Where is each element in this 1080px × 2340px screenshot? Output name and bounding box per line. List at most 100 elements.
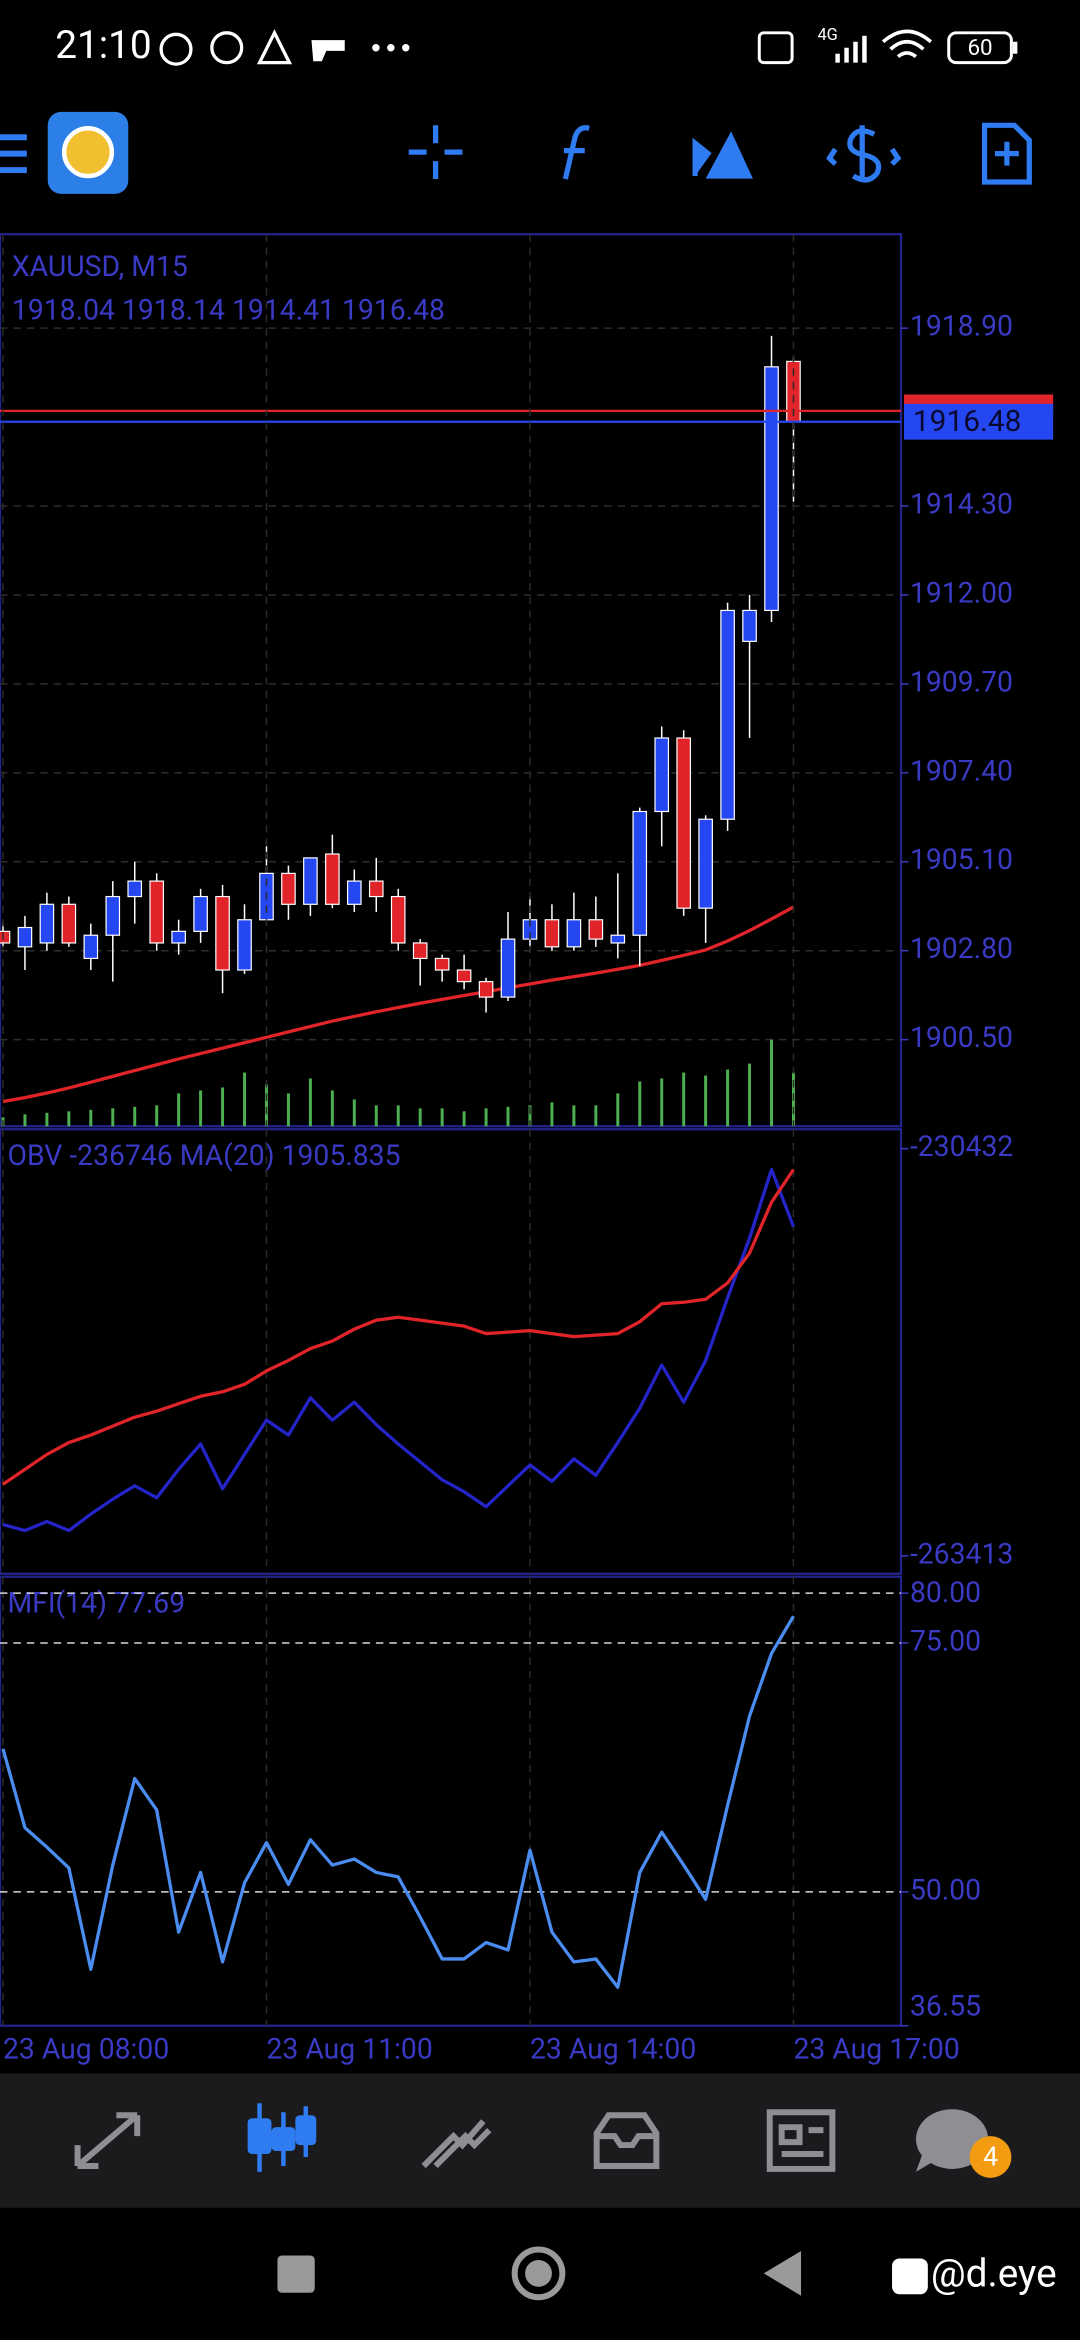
candle-body (456, 969, 472, 983)
y-tick-label: 50.00 (910, 1873, 981, 1906)
volume-bar (594, 1105, 598, 1127)
quotes-tab[interactable] (74, 2112, 141, 2169)
whatsapp-icon (210, 31, 244, 65)
chart-title: XAUUSD, M15 (12, 250, 188, 283)
home-button[interactable] (511, 2246, 566, 2301)
y-tick-label: 1905.10 (910, 843, 1013, 876)
volume-bar (133, 1106, 137, 1127)
tab-candle (247, 2118, 272, 2155)
candle-body (237, 919, 252, 971)
tab-candle (271, 2127, 296, 2152)
volume-bar (221, 1087, 225, 1127)
candle-body (127, 880, 143, 898)
obv-title: OBV -236746 MA(20) 1905.835 (7, 1139, 400, 1172)
candle-body (281, 872, 296, 905)
tab-candle (295, 2115, 317, 2146)
bar (853, 41, 858, 63)
wifi-icon (881, 29, 933, 59)
trade-button[interactable] (826, 125, 902, 183)
volume-bar (770, 1039, 774, 1127)
bottom-nav (0, 2073, 1080, 2208)
bar (844, 47, 849, 63)
y-tick-label: 80.00 (910, 1576, 981, 1609)
mfi-title: MFI(14) 77.69 (7, 1587, 185, 1620)
x-tick-label: 23 Aug 14:00 (530, 2033, 696, 2066)
volume-bar (155, 1105, 159, 1127)
indicator-line (2, 1168, 795, 1486)
home-dot (525, 2259, 552, 2287)
bar (835, 53, 840, 63)
alarm-icon (159, 32, 193, 66)
volume-bar (308, 1078, 312, 1127)
volume-bar (528, 1105, 532, 1127)
candle-body (390, 895, 406, 944)
gun-icon (311, 40, 345, 62)
candle-body (412, 942, 428, 960)
chart-subtitle: 1918.04 1918.14 1914.41 1916.48 (12, 293, 445, 326)
y-tick-label: 1918.90 (910, 310, 1013, 343)
candle-body (347, 880, 362, 905)
bar (862, 35, 867, 63)
y-tick-label: 1914.30 (910, 488, 1013, 521)
candle-body (676, 737, 691, 909)
bid-label-box (903, 403, 1054, 440)
recents-button[interactable] (277, 2255, 315, 2293)
candle-body (171, 930, 186, 944)
indicators-button[interactable] (562, 125, 590, 180)
trade-tab[interactable] (421, 2119, 492, 2169)
candle-body (105, 895, 121, 936)
volume-bar (748, 1063, 752, 1127)
history-tab[interactable] (593, 2112, 660, 2169)
candle-body (325, 853, 340, 905)
y-tick-label: 36.55 (910, 1989, 981, 2022)
volume-bar (264, 1084, 268, 1127)
watermark: @d.eye (931, 2252, 1057, 2297)
battery-icon (947, 31, 1013, 65)
network-type: 4G (817, 26, 837, 45)
volume-bar (45, 1112, 49, 1127)
chart-tab[interactable] (247, 2103, 317, 2172)
y-tick-label: 1909.70 (910, 665, 1013, 698)
candle-body (149, 880, 164, 944)
candle-body (764, 366, 779, 612)
battery-level: 60 (967, 35, 992, 61)
moving-average (2, 905, 795, 1104)
candle-body (632, 810, 648, 936)
volume-bar (89, 1109, 93, 1127)
nav-icons (74, 2109, 836, 2172)
news-tab[interactable] (766, 2109, 836, 2172)
content: 21:10 4G 60 XAUUSD, M15 1918.04 1918.14 … (0, 23, 1080, 2301)
crosshair-button[interactable] (408, 125, 463, 180)
y-tick-label: 75.00 (910, 1624, 981, 1657)
volume-bar (286, 1093, 290, 1127)
volume-bar (67, 1111, 71, 1127)
app-icon (256, 29, 293, 65)
candle-body (83, 934, 99, 960)
candle-body (478, 981, 494, 998)
volte-icon (757, 31, 794, 65)
obv-panel (0, 1128, 903, 1575)
status-icons (159, 29, 345, 66)
x-tick-label: 23 Aug 11:00 (266, 2033, 432, 2066)
candle-body (368, 880, 384, 898)
new-order-button[interactable] (981, 122, 1032, 185)
volume-bar (111, 1108, 115, 1127)
menu-button[interactable] (0, 134, 27, 174)
objects-button[interactable] (692, 131, 753, 179)
candle-body (0, 930, 11, 944)
dot (402, 44, 410, 52)
mfi-panel (0, 1575, 903, 2027)
volume-bar (462, 1111, 466, 1127)
volume-bar (506, 1106, 510, 1127)
price-panel (0, 233, 903, 1128)
volume-bar (638, 1081, 642, 1127)
badge-count: 4 (983, 2141, 998, 2173)
volume-bar (440, 1108, 444, 1127)
volume-bar (660, 1078, 664, 1127)
volume-bar (374, 1105, 378, 1127)
back-button[interactable] (763, 2250, 802, 2296)
y-tick-label: 1900.50 (910, 1021, 1013, 1054)
more-dots (372, 44, 410, 52)
facebook-icon (892, 2258, 928, 2295)
battery-tip (1012, 41, 1018, 54)
